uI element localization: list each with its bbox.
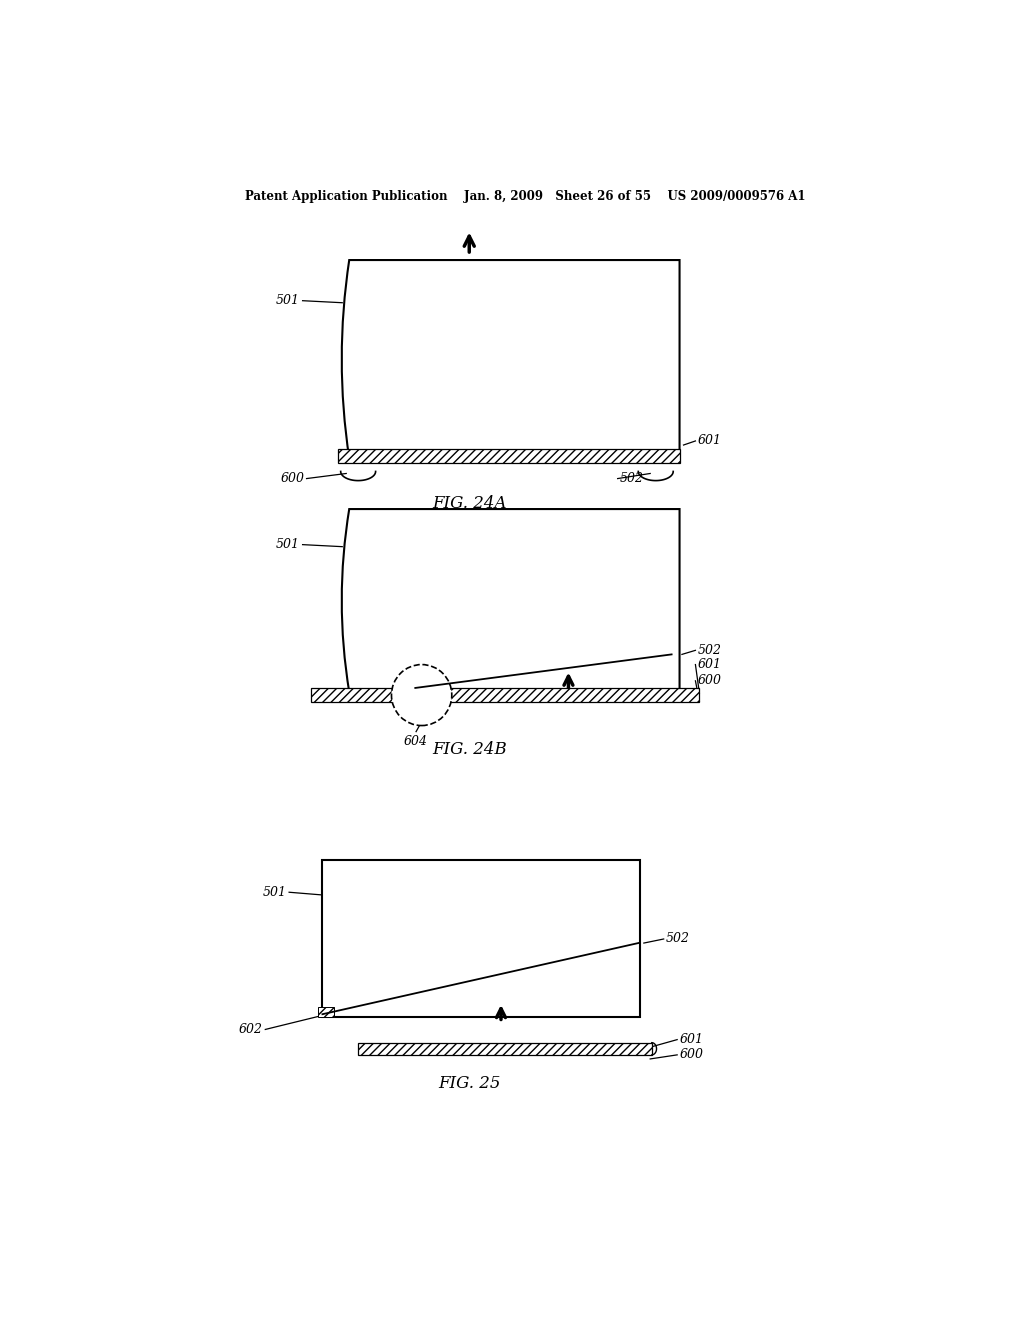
Bar [323,859,640,1018]
Bar [318,1007,334,1018]
Bar [338,449,680,463]
Text: 502: 502 [620,473,644,484]
PathPatch shape [342,260,680,458]
Bar [358,1043,651,1055]
Text: 601: 601 [697,659,722,671]
Text: FIG. 25: FIG. 25 [438,1074,501,1092]
Text: FIG. 24A: FIG. 24A [432,495,507,512]
Text: Patent Application Publication    Jan. 8, 2009   Sheet 26 of 55    US 2009/00095: Patent Application Publication Jan. 8, 2… [245,190,805,203]
Bar [310,688,699,702]
Text: 604: 604 [404,735,428,747]
Text: 501: 501 [263,886,287,899]
Text: 501: 501 [276,294,300,308]
Text: 600: 600 [697,675,722,688]
Text: 601: 601 [697,434,722,447]
PathPatch shape [342,510,680,692]
Text: 501: 501 [276,539,300,552]
Text: 502: 502 [666,932,690,945]
Text: 600: 600 [680,1048,703,1061]
Text: FIG. 24B: FIG. 24B [432,742,507,759]
Text: 502: 502 [697,644,722,657]
Text: 601: 601 [680,1034,703,1047]
Text: 602: 602 [239,1023,263,1036]
Ellipse shape [391,664,452,726]
Text: 600: 600 [281,473,304,484]
